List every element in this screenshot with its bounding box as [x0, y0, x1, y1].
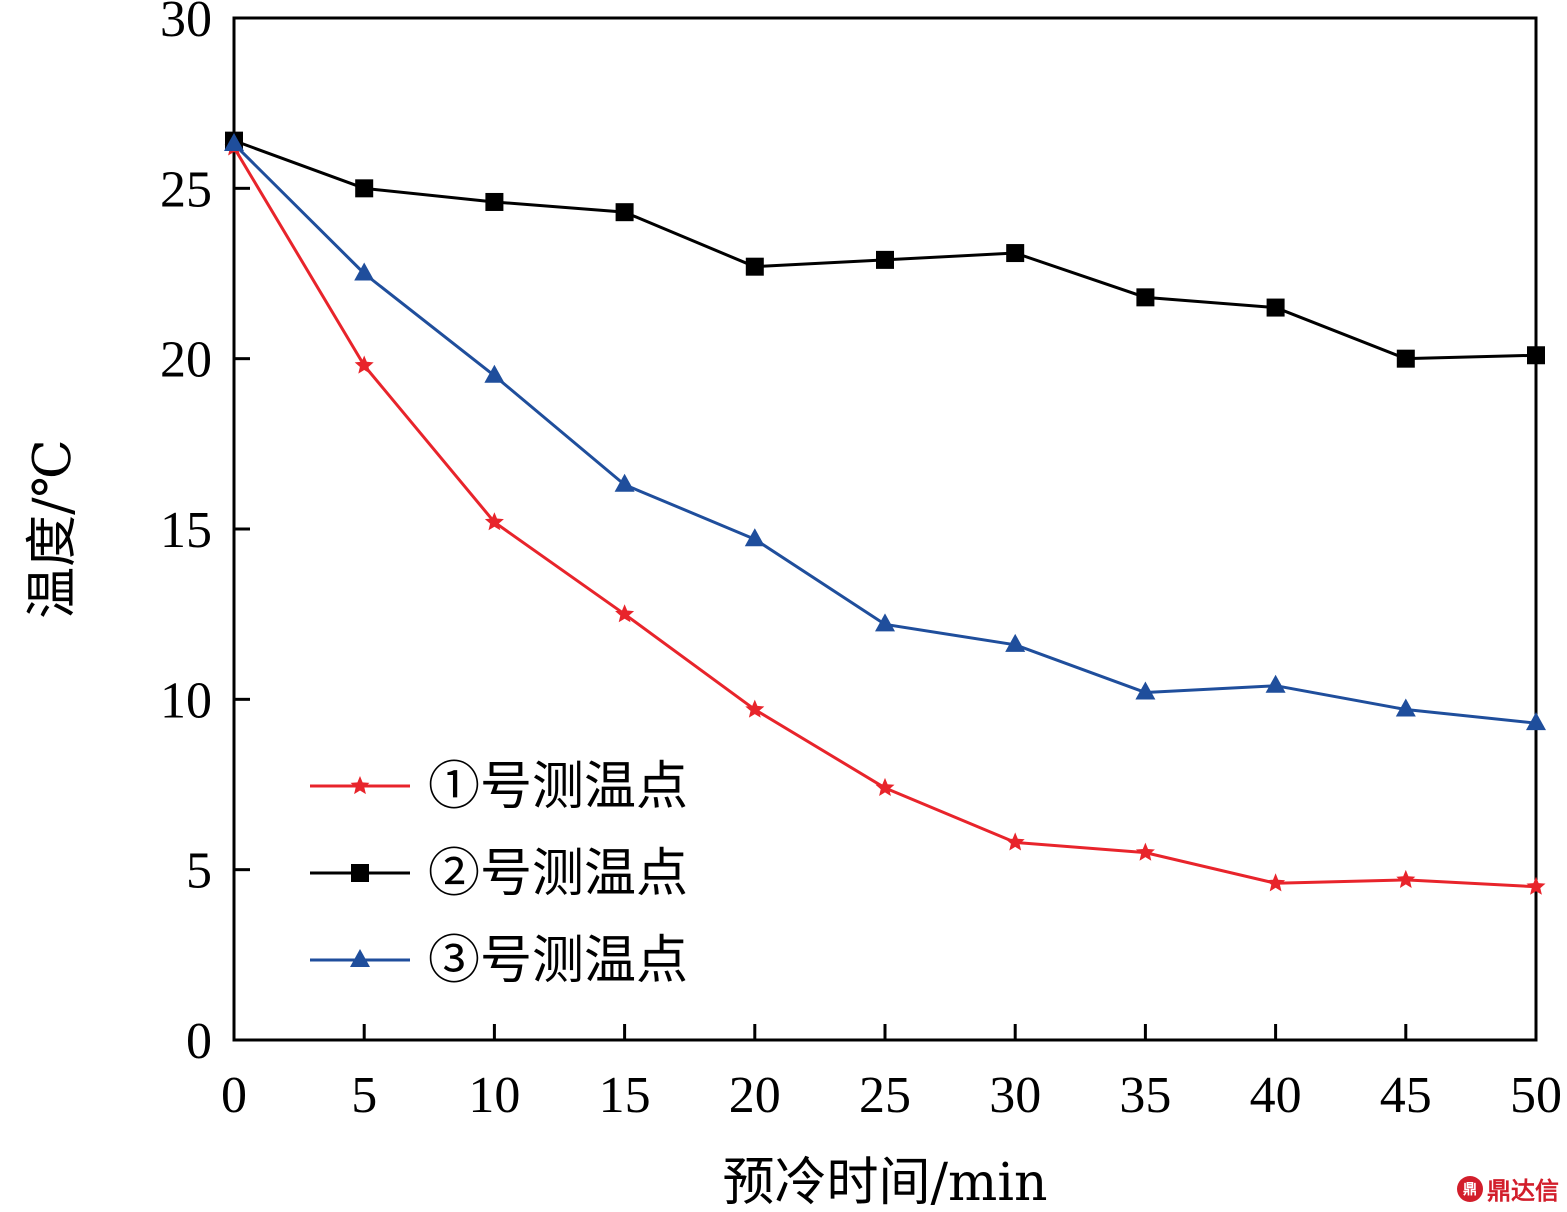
legend-item: ②号测温点 [310, 844, 688, 904]
series-2 [225, 131, 1545, 368]
series-2-point [745, 257, 764, 276]
series-1 [224, 137, 1546, 895]
series-1-point [1005, 832, 1025, 851]
series-3-point [1135, 681, 1156, 700]
x-tick-label: 45 [1380, 1067, 1432, 1124]
y-tick-label: 15 [160, 502, 212, 559]
series-1-point [1135, 842, 1155, 861]
series-3-point [875, 613, 895, 632]
watermark-logo-icon: 鼎 [1457, 1175, 1483, 1202]
series-1-point [875, 777, 895, 796]
series-3-point [1005, 633, 1026, 652]
y-tick-label: 5 [186, 843, 212, 900]
series-2-point [876, 250, 894, 269]
x-tick-label: 40 [1250, 1067, 1302, 1124]
watermark-text: 鼎达信 [1487, 1177, 1559, 1205]
legend-item: ③号测温点 [310, 931, 688, 991]
legend-label: ①号测温点 [428, 757, 688, 817]
x-tick-label: 20 [729, 1067, 781, 1124]
series-2-point [1396, 349, 1415, 368]
series-3-point [484, 364, 505, 383]
series-3-point [614, 473, 635, 492]
plot-frame [232, 16, 1538, 1042]
series-3-point [1265, 674, 1286, 693]
legend-marker [350, 776, 370, 795]
series-1-point [354, 355, 374, 374]
series-1-point [615, 604, 635, 623]
series-3-line [232, 142, 1537, 725]
x-axis-ticks: 0 5 10 15 20 25 30 35 40 45 50 [221, 1024, 1562, 1124]
series-1-point [745, 699, 765, 718]
series-2-point [1527, 346, 1545, 365]
series-layer [224, 131, 1546, 895]
series-1-point [1526, 876, 1546, 895]
y-tick-label: 30 [160, 0, 212, 48]
series-3-point [1526, 712, 1546, 731]
legend-label: ②号测温点 [428, 844, 688, 904]
series-2-point [1136, 288, 1155, 307]
x-tick-label: 10 [468, 1067, 520, 1124]
series-3-point [354, 262, 375, 281]
x-tick-label: 5 [351, 1067, 377, 1124]
x-tick-label: 30 [989, 1067, 1041, 1124]
series-2-point [1266, 298, 1285, 317]
x-axis-title: 预冷时间/min [723, 1153, 1048, 1212]
series-2-point [485, 192, 504, 211]
legend-marker [351, 864, 369, 882]
series-1-point [484, 512, 504, 531]
legend: ①号测温点 ②号测温点 ③号测温点 [310, 757, 688, 991]
y-tick-label: 10 [160, 672, 212, 729]
series-2-point [615, 203, 634, 222]
legend-label: ③号测温点 [428, 931, 688, 991]
x-tick-label: 0 [221, 1067, 247, 1124]
y-tick-label: 0 [186, 1013, 212, 1070]
series-1-point [1266, 873, 1286, 892]
series-1-point [1396, 869, 1416, 888]
series-2-point [355, 179, 374, 198]
x-tick-label: 25 [859, 1067, 911, 1124]
series-3-point [224, 133, 244, 152]
y-tick-label: 20 [160, 332, 212, 389]
watermark: 鼎 鼎达信 [1457, 1171, 1559, 1206]
y-axis-title: 温度/℃ [23, 439, 83, 619]
series-3 [224, 133, 1546, 731]
series-3-point [1395, 698, 1416, 717]
y-tick-label: 25 [160, 161, 212, 218]
series-3-point [744, 528, 765, 547]
y-axis-ticks: 0 5 10 15 20 25 30 [160, 0, 250, 1070]
x-tick-label: 50 [1510, 1067, 1562, 1124]
x-tick-label: 15 [599, 1067, 651, 1124]
legend-marker [350, 949, 370, 967]
legend-item: ①号测温点 [310, 757, 688, 817]
x-tick-label: 35 [1119, 1067, 1171, 1124]
series-2-point [1006, 244, 1025, 263]
